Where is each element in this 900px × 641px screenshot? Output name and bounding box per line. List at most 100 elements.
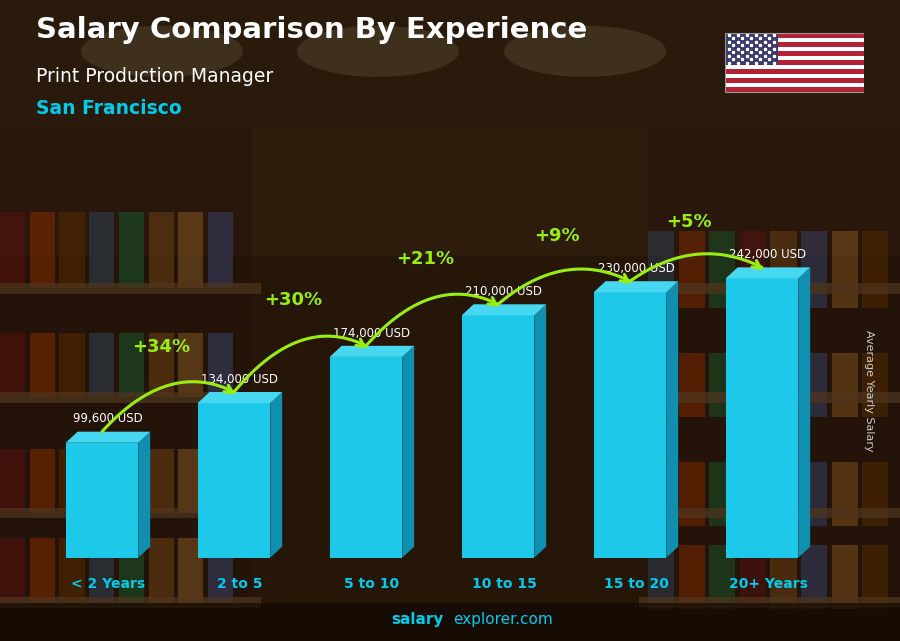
Bar (740, 462, 766, 526)
Text: 174,000 USD: 174,000 USD (333, 327, 410, 340)
Bar (709, 353, 735, 417)
Bar (59, 538, 85, 603)
Bar (724, 42, 864, 47)
Polygon shape (329, 346, 414, 357)
Bar (178, 449, 203, 513)
Bar (208, 212, 233, 288)
Bar (832, 353, 858, 417)
Bar (862, 353, 888, 417)
Bar (648, 128, 900, 609)
Bar (59, 212, 85, 288)
Bar (709, 231, 735, 308)
Bar (709, 462, 735, 526)
Text: Print Production Manager: Print Production Manager (36, 67, 274, 87)
Bar (89, 333, 114, 397)
Bar (119, 449, 144, 513)
Text: San Francisco: San Francisco (36, 99, 182, 119)
Bar (862, 231, 888, 308)
Bar (862, 545, 888, 609)
Ellipse shape (504, 26, 666, 77)
Bar (329, 357, 402, 558)
Bar (119, 333, 144, 397)
Polygon shape (462, 304, 546, 315)
Bar (679, 545, 705, 609)
Polygon shape (66, 431, 150, 443)
Text: < 2 Years: < 2 Years (71, 577, 145, 591)
Bar (0, 449, 25, 513)
Text: 242,000 USD: 242,000 USD (729, 248, 806, 261)
Polygon shape (198, 392, 283, 403)
Bar (724, 87, 864, 92)
Text: 2 to 5: 2 to 5 (217, 577, 263, 591)
Bar (89, 538, 114, 603)
Bar (0, 128, 252, 609)
Bar (198, 403, 270, 558)
Bar (740, 353, 766, 417)
Polygon shape (798, 267, 810, 558)
Bar (208, 538, 233, 603)
Text: salary: salary (392, 612, 444, 627)
Text: 20+ Years: 20+ Years (728, 577, 807, 591)
Bar (832, 231, 858, 308)
Bar (89, 449, 114, 513)
Bar (724, 33, 864, 38)
Bar (119, 212, 144, 288)
Text: 15 to 20: 15 to 20 (604, 577, 669, 591)
Bar (648, 231, 674, 308)
Bar (648, 545, 674, 609)
Bar (59, 333, 85, 397)
Bar (252, 128, 648, 609)
Bar (770, 231, 796, 308)
Bar (148, 449, 174, 513)
Text: 210,000 USD: 210,000 USD (465, 285, 543, 298)
Text: +5%: +5% (667, 213, 712, 231)
Polygon shape (139, 431, 150, 558)
Text: +21%: +21% (396, 250, 454, 268)
Bar (66, 443, 139, 558)
Bar (832, 545, 858, 609)
Bar (724, 47, 864, 51)
Bar (89, 212, 114, 288)
Bar (30, 333, 55, 397)
Text: 230,000 USD: 230,000 USD (598, 262, 674, 275)
Polygon shape (594, 281, 679, 292)
Text: 10 to 15: 10 to 15 (472, 577, 536, 591)
Bar (0, 508, 261, 518)
Bar (148, 333, 174, 397)
Bar (0, 538, 25, 603)
Bar (725, 278, 798, 558)
Bar (639, 597, 900, 608)
Bar (770, 462, 796, 526)
Bar (178, 538, 203, 603)
Bar (801, 545, 827, 609)
Bar (462, 315, 535, 558)
Bar (724, 74, 864, 78)
Bar (801, 462, 827, 526)
Text: +34%: +34% (132, 338, 191, 356)
Bar (770, 353, 796, 417)
Bar (178, 333, 203, 397)
Bar (30, 538, 55, 603)
Bar (648, 462, 674, 526)
Bar (740, 231, 766, 308)
Bar (724, 69, 864, 74)
Bar (0, 283, 261, 294)
Polygon shape (402, 346, 414, 558)
Bar (0, 0, 900, 256)
Bar (801, 353, 827, 417)
Polygon shape (725, 267, 810, 278)
Bar (740, 545, 766, 609)
Bar (832, 462, 858, 526)
Bar (724, 33, 864, 92)
Ellipse shape (297, 26, 459, 77)
Text: 5 to 10: 5 to 10 (345, 577, 400, 591)
Text: 134,000 USD: 134,000 USD (202, 373, 278, 386)
Bar (724, 60, 864, 65)
Bar (639, 508, 900, 518)
Bar (679, 231, 705, 308)
Text: Average Yearly Salary: Average Yearly Salary (863, 330, 874, 452)
Bar (724, 65, 864, 69)
Bar (679, 462, 705, 526)
Bar (178, 212, 203, 288)
Bar (679, 353, 705, 417)
